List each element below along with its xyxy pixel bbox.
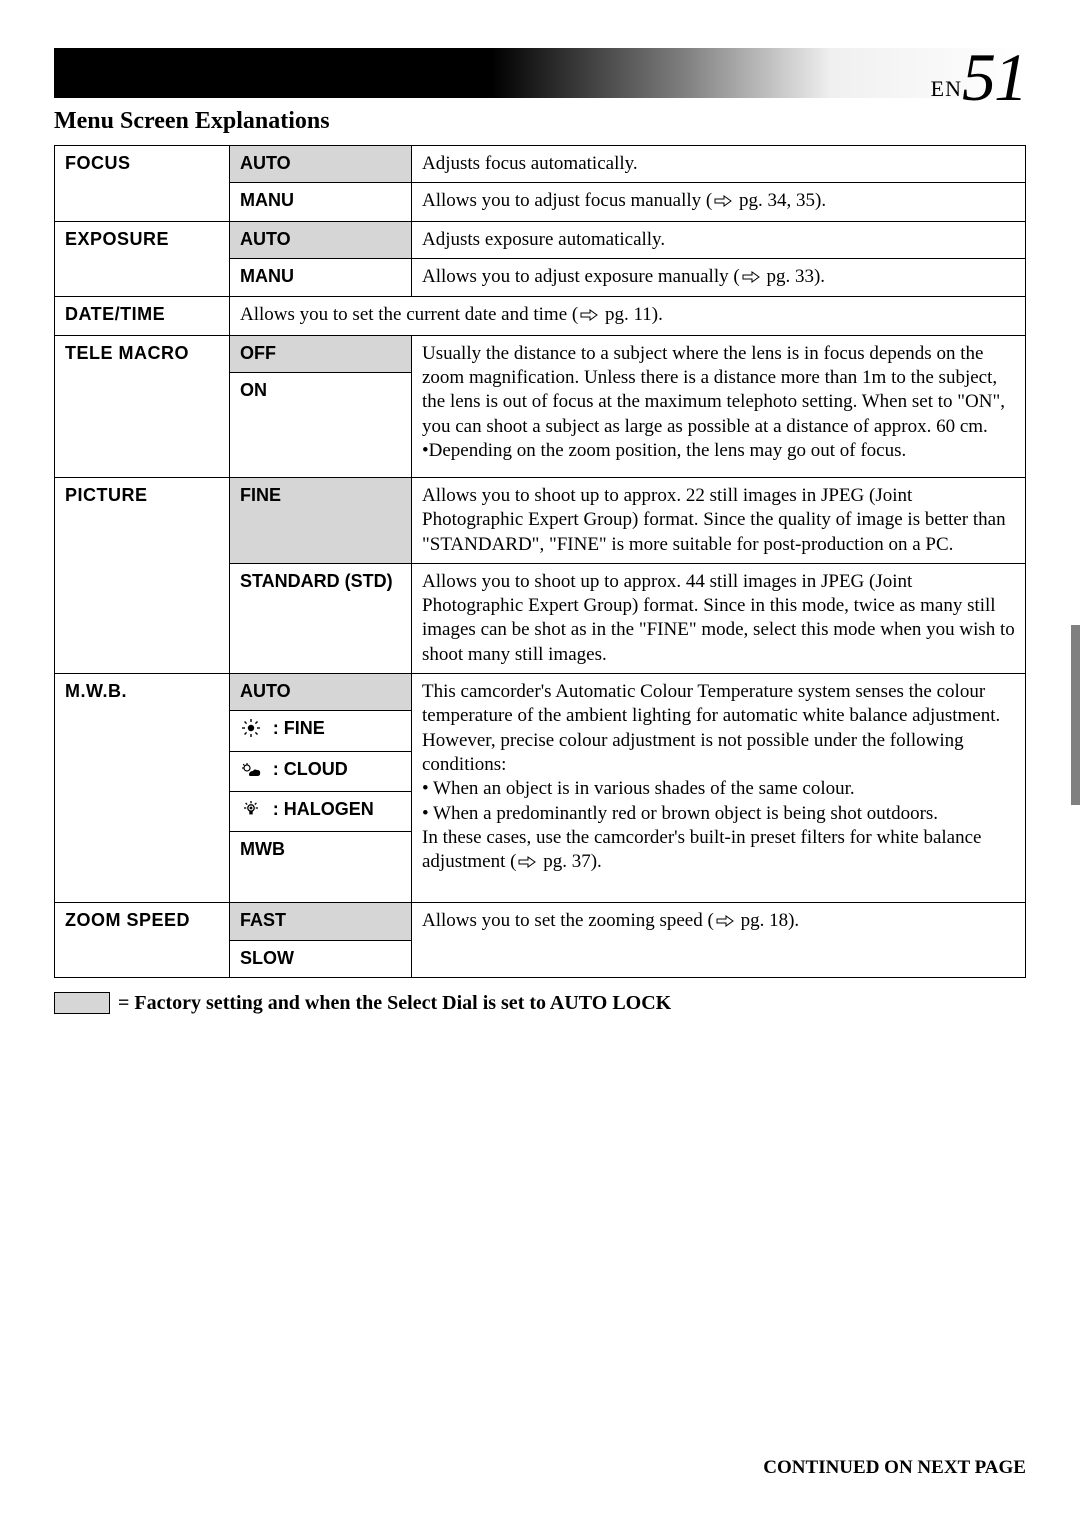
option-desc: Adjusts focus automatically. [412, 146, 1026, 183]
option-label: AUTO [240, 681, 291, 701]
option-label: SLOW [240, 948, 294, 968]
option-label: AUTO [240, 229, 291, 249]
category-label: DATE/TIME [65, 304, 165, 324]
legend-text: = Factory setting and when the Select Di… [118, 992, 671, 1015]
option-desc: Allows you to adjust focus manually ( pg… [412, 183, 1026, 221]
option-label: : CLOUD [273, 759, 348, 779]
option-label: MANU [240, 266, 294, 286]
option-desc: Allows you to set the zooming speed ( pg… [412, 903, 1026, 978]
option-desc: Allows you to shoot up to approx. 44 sti… [412, 563, 1026, 673]
option-desc: Adjusts exposure automatically. [412, 221, 1026, 258]
option-label: AUTO [240, 153, 291, 173]
lang-label: EN [931, 76, 962, 101]
option-label: : HALOGEN [273, 799, 374, 819]
category-label: TELE MACRO [65, 343, 189, 363]
option-label: MWB [240, 839, 285, 859]
category-label: ZOOM SPEED [65, 910, 190, 930]
option-desc: Allows you to set the current date and t… [230, 297, 1026, 335]
option-label: MANU [240, 190, 294, 210]
category-label: EXPOSURE [65, 229, 169, 249]
table-row: ZOOM SPEED FAST Allows you to set the zo… [55, 903, 1026, 940]
side-tab [1071, 625, 1080, 805]
pointer-icon [742, 266, 760, 290]
continued-label: CONTINUED ON NEXT PAGE [763, 1457, 1026, 1479]
option-desc: Usually the distance to a subject where … [412, 335, 1026, 477]
option-desc: Allows you to shoot up to approx. 22 sti… [412, 477, 1026, 563]
pointer-icon [714, 190, 732, 214]
lamp-icon [240, 800, 262, 825]
header-gradient-bar: EN51 [54, 48, 1026, 98]
table-row: PICTURE FINE Allows you to shoot up to a… [55, 477, 1026, 563]
option-desc: Allows you to adjust exposure manually (… [412, 258, 1026, 296]
cloud-icon [240, 761, 262, 785]
page-num: 51 [962, 39, 1026, 115]
option-label: STANDARD (STD) [240, 571, 393, 591]
menu-table: FOCUS AUTO Adjusts focus automatically. … [54, 145, 1026, 978]
table-row: EXPOSURE AUTO Adjusts exposure automatic… [55, 221, 1026, 258]
option-label: ON [240, 380, 267, 400]
legend: = Factory setting and when the Select Di… [54, 992, 1026, 1015]
pointer-icon [580, 304, 598, 328]
pointer-icon [518, 851, 536, 875]
table-row: M.W.B. AUTO This camcorder's Automatic C… [55, 674, 1026, 711]
option-desc: This camcorder's Automatic Colour Temper… [412, 674, 1026, 903]
sun-icon [240, 719, 262, 744]
table-row: DATE/TIME Allows you to set the current … [55, 297, 1026, 335]
table-row: FOCUS AUTO Adjusts focus automatically. [55, 146, 1026, 183]
category-label: M.W.B. [65, 681, 127, 701]
option-label: : FINE [273, 718, 325, 738]
option-label: OFF [240, 343, 276, 363]
pointer-icon [716, 910, 734, 934]
category-label: PICTURE [65, 485, 148, 505]
option-label: FINE [240, 485, 281, 505]
table-row: TELE MACRO OFF Usually the distance to a… [55, 335, 1026, 372]
legend-swatch [54, 992, 110, 1014]
category-label: FOCUS [65, 153, 131, 173]
page-number: EN51 [931, 38, 1026, 117]
option-label: FAST [240, 910, 286, 930]
section-title: Menu Screen Explanations [54, 108, 1026, 135]
